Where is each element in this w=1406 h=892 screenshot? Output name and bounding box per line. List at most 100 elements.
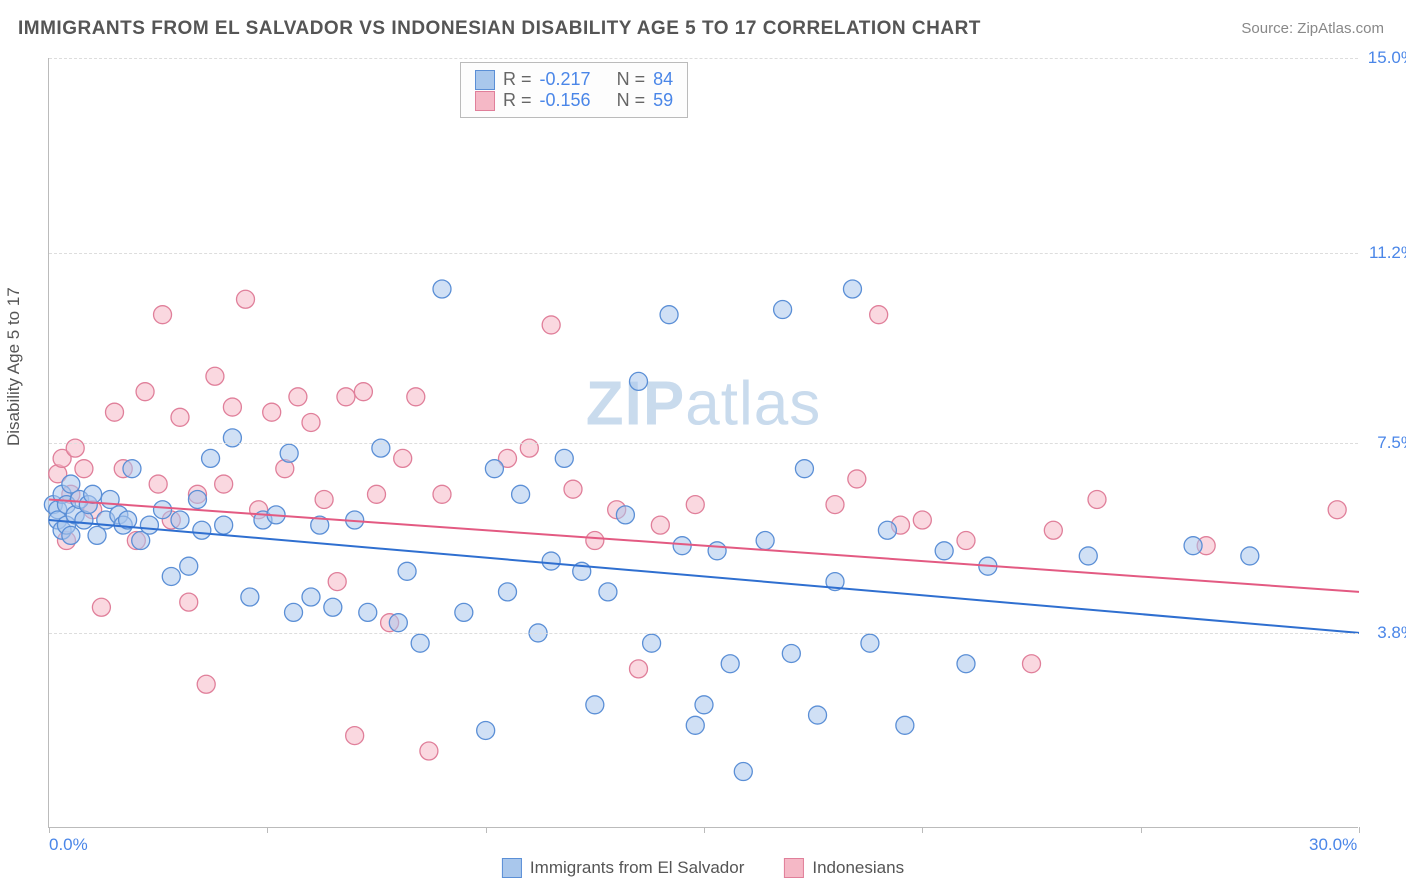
scatter-point xyxy=(809,706,827,724)
scatter-point xyxy=(197,675,215,693)
scatter-point xyxy=(289,388,307,406)
gridline xyxy=(49,58,1358,59)
scatter-point xyxy=(586,696,604,714)
scatter-point xyxy=(542,316,560,334)
scatter-point xyxy=(302,413,320,431)
scatter-point xyxy=(520,439,538,457)
source-attribution: Source: ZipAtlas.com xyxy=(1241,20,1384,37)
scatter-point xyxy=(106,403,124,421)
scatter-point xyxy=(337,388,355,406)
scatter-point xyxy=(630,660,648,678)
scatter-point xyxy=(92,598,110,616)
scatter-point xyxy=(1088,490,1106,508)
scatter-point xyxy=(140,516,158,534)
scatter-point xyxy=(896,716,914,734)
scatter-point xyxy=(123,460,141,478)
scatter-point xyxy=(171,511,189,529)
scatter-point xyxy=(285,603,303,621)
x-tick-mark xyxy=(1359,827,1360,833)
scatter-point xyxy=(368,485,386,503)
scatter-point xyxy=(695,696,713,714)
scatter-point xyxy=(154,501,172,519)
scatter-point xyxy=(512,485,530,503)
scatter-point xyxy=(162,567,180,585)
scatter-point xyxy=(215,475,233,493)
scatter-point xyxy=(420,742,438,760)
y-tick-label: 7.5% xyxy=(1377,433,1406,453)
scatter-point xyxy=(1328,501,1346,519)
gridline xyxy=(49,443,1358,444)
scatter-point xyxy=(630,372,648,390)
scatter-point xyxy=(477,721,495,739)
gridline xyxy=(49,253,1358,254)
scatter-point xyxy=(237,290,255,308)
scatter-point xyxy=(599,583,617,601)
scatter-point xyxy=(359,603,377,621)
chart-area: ZIPatlas 3.8%7.5%11.2%15.0%0.0%30.0% xyxy=(48,58,1358,828)
y-tick-label: 3.8% xyxy=(1377,623,1406,643)
scatter-point xyxy=(586,532,604,550)
source-label: Source: xyxy=(1241,20,1293,37)
r-label: R = xyxy=(503,69,532,90)
scatter-point xyxy=(202,449,220,467)
x-tick-mark xyxy=(267,827,268,833)
scatter-point xyxy=(84,485,102,503)
scatter-point xyxy=(1079,547,1097,565)
scatter-point xyxy=(407,388,425,406)
scatter-point xyxy=(180,557,198,575)
scatter-point xyxy=(878,521,896,539)
n-value-1: 84 xyxy=(653,69,673,90)
scatter-point xyxy=(149,475,167,493)
scatter-point xyxy=(913,511,931,529)
scatter-point xyxy=(302,588,320,606)
correlation-legend: R = -0.217 N = 84 R = -0.156 N = 59 xyxy=(460,62,688,118)
scatter-point xyxy=(328,573,346,591)
scatter-point xyxy=(389,614,407,632)
corr-row-1: R = -0.217 N = 84 xyxy=(475,69,673,90)
swatch-series-1 xyxy=(475,70,495,90)
scatter-point xyxy=(455,603,473,621)
scatter-point xyxy=(555,449,573,467)
bottom-legend: Immigrants from El Salvador Indonesians xyxy=(502,858,904,878)
scatter-point xyxy=(957,655,975,673)
scatter-point xyxy=(354,383,372,401)
scatter-point xyxy=(154,306,172,324)
scatter-point xyxy=(171,408,189,426)
x-tick-mark xyxy=(922,827,923,833)
scatter-point xyxy=(394,449,412,467)
scatter-point xyxy=(315,490,333,508)
scatter-point xyxy=(75,460,93,478)
scatter-point xyxy=(280,444,298,462)
scatter-point xyxy=(324,598,342,616)
scatter-point xyxy=(935,542,953,560)
scatter-point xyxy=(870,306,888,324)
scatter-point xyxy=(411,634,429,652)
scatter-point xyxy=(660,306,678,324)
scatter-point xyxy=(263,403,281,421)
scatter-point xyxy=(616,506,634,524)
legend-item-1: Immigrants from El Salvador xyxy=(502,858,744,878)
scatter-point xyxy=(193,521,211,539)
scatter-point xyxy=(241,588,259,606)
scatter-point xyxy=(188,490,206,508)
scatter-point xyxy=(499,583,517,601)
scatter-point xyxy=(708,542,726,560)
corr-row-2: R = -0.156 N = 59 xyxy=(475,90,673,111)
x-tick-mark xyxy=(49,827,50,833)
scatter-point xyxy=(223,398,241,416)
legend-label-2: Indonesians xyxy=(812,858,904,878)
scatter-point xyxy=(957,532,975,550)
scatter-point xyxy=(372,439,390,457)
scatter-point xyxy=(686,716,704,734)
scatter-point xyxy=(433,485,451,503)
n-label: N = xyxy=(617,90,646,111)
scatter-point xyxy=(398,562,416,580)
scatter-point xyxy=(433,280,451,298)
chart-title: IMMIGRANTS FROM EL SALVADOR VS INDONESIA… xyxy=(18,18,981,40)
scatter-point xyxy=(62,526,80,544)
scatter-point xyxy=(215,516,233,534)
legend-label-1: Immigrants from El Salvador xyxy=(530,858,744,878)
scatter-point xyxy=(180,593,198,611)
x-tick-mark xyxy=(704,827,705,833)
x-tick-label: 0.0% xyxy=(49,835,88,855)
